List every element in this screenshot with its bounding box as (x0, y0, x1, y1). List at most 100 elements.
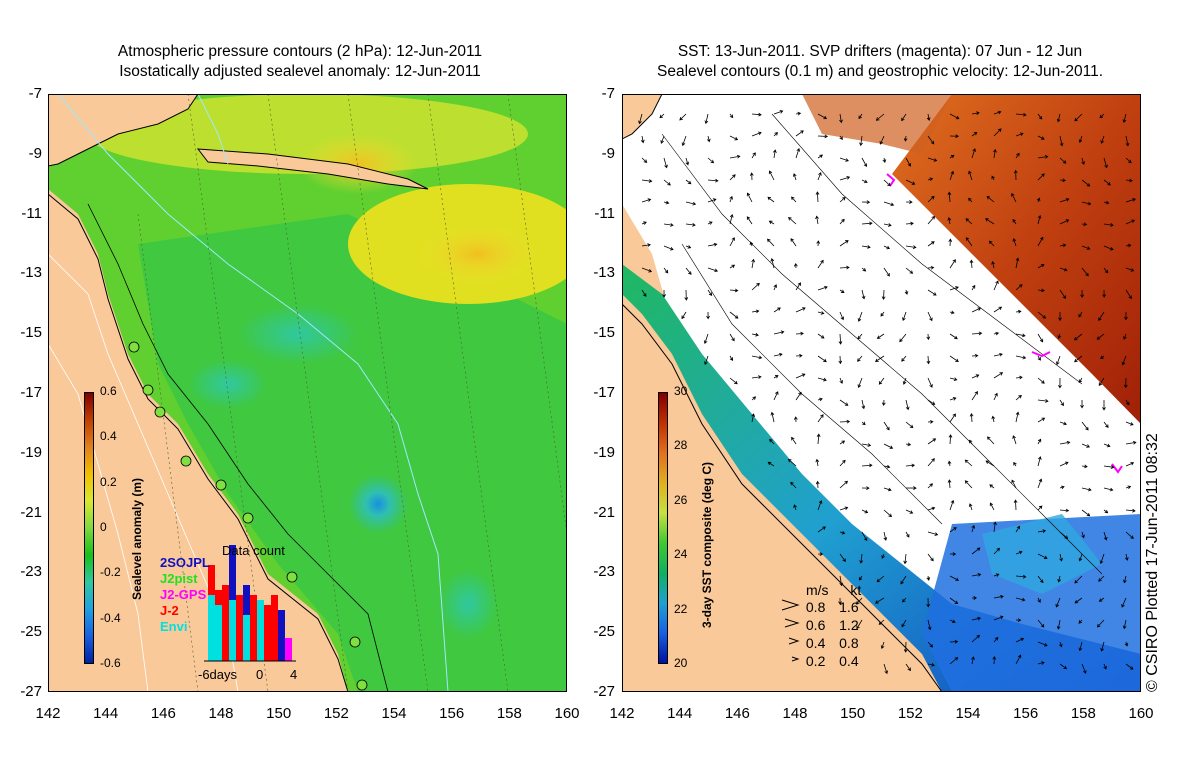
velocity-arrow (729, 213, 734, 225)
velocity-arrow (949, 657, 959, 665)
velocity-arrow (795, 307, 806, 313)
copyright-notice: © CSIRO Plotted 17-Jun-2011 08:32 (1144, 433, 1161, 692)
velocity-arrow (1059, 157, 1067, 164)
velocity-arrow (875, 113, 885, 121)
velocity-arrow (905, 221, 914, 226)
velocity-arrow (1123, 333, 1127, 340)
velocity-arrow (707, 157, 715, 164)
legend-j2: J-2 (160, 603, 179, 618)
velocity-arrow (1057, 333, 1062, 339)
velocity-arrow (969, 259, 974, 269)
velocity-arrow (817, 526, 826, 533)
velocity-arrow (1056, 113, 1061, 123)
velocity-arrow (883, 421, 890, 431)
velocity-arrow (839, 265, 850, 270)
velocity-arrow (969, 412, 974, 423)
right-map-title: SST: 13-Jun-2011. SVP drifters (magenta)… (600, 42, 1160, 82)
velocity-arrow (1103, 509, 1109, 514)
velocity-arrow (1059, 421, 1067, 426)
sst-map: m/s kt 0.8 1.6 0.6 1.2 0.4 0.8 0.2 0.4 (622, 94, 1141, 692)
velocity-arrow (773, 330, 785, 335)
velocity-arrow (773, 132, 778, 137)
velocity-arrow (1081, 443, 1091, 448)
velocity-arrow (1099, 113, 1105, 119)
velocity-arrow (770, 258, 775, 269)
sealevel-colorbar-tick: -0.6 (100, 656, 121, 670)
tide-gauge (154, 406, 166, 418)
velocity-arrow (663, 179, 671, 186)
velocity-arrow (685, 222, 696, 227)
velocity-arrow (1078, 135, 1083, 143)
velocity-arrow (1012, 238, 1017, 247)
velocity-arrow (839, 175, 851, 181)
velocity-arrow (1015, 525, 1021, 533)
legend-2sojpl: 2SOJPL (160, 555, 210, 570)
velocity-arrow (817, 397, 823, 402)
velocity-legend: m/s kt 0.8 1.6 0.6 1.2 0.4 0.8 0.2 0.4 (780, 582, 870, 674)
velocity-arrow (926, 333, 931, 341)
velocity-arrow (839, 440, 846, 445)
velocity-arrow (968, 197, 973, 203)
velocity-arrow (641, 243, 651, 247)
velocity-arrow (839, 113, 843, 124)
velocity-arrow (905, 157, 911, 167)
left-x-tick-label: 154 (381, 705, 407, 722)
velocity-arrow (793, 504, 797, 511)
legend-j2pist: J2pist (160, 571, 198, 586)
velocity-arrow (839, 240, 849, 247)
velocity-arrow (856, 619, 863, 630)
velocity-arrow (949, 333, 958, 340)
low-anomaly-eddy-2 (438, 569, 498, 639)
velocity-arrow (839, 399, 849, 406)
velocity-arrow (927, 438, 937, 445)
velocity-arrow (1015, 550, 1023, 555)
velocity-arrow (927, 553, 934, 562)
velocity-arrow (861, 486, 870, 490)
velocity-arrow (927, 195, 935, 203)
velocity-arrow (817, 134, 829, 139)
velocity-arrow (1037, 619, 1045, 628)
tide-gauges (128, 341, 368, 691)
histogram-bar (208, 595, 215, 661)
velocity-arrow (1098, 575, 1105, 582)
velocity-arrow (905, 531, 910, 538)
right-y-tick-label: -25 (593, 623, 615, 641)
velocity-arrow (1059, 485, 1065, 490)
velocity-arrow (883, 509, 893, 518)
high-anomaly-patch-3 (418, 224, 538, 284)
sealevel-contours (661, 113, 1103, 575)
velocity-arrow (881, 553, 885, 559)
velocity-arrow (905, 179, 916, 185)
velocity-arrow (791, 196, 797, 203)
velocity-arrow (901, 619, 907, 628)
velocity-arrow (1037, 575, 1044, 584)
velocity-arrow (883, 531, 888, 541)
histogram-bar (271, 595, 278, 661)
velocity-arrow (703, 333, 709, 345)
velocity-arrow (1037, 135, 1045, 140)
velocity-arrow (1103, 223, 1114, 227)
velocity-arrow (1059, 267, 1068, 272)
velocity-arrow (926, 575, 931, 581)
velocity-arrow (1081, 222, 1088, 227)
velocity-arrow (1078, 377, 1083, 384)
velocity-arrow (875, 355, 885, 362)
velocity-arrow (859, 135, 863, 147)
velocity-arrow (949, 377, 958, 381)
velocity-arrow (927, 241, 935, 247)
velocity-arrow (751, 355, 763, 360)
velocity-arrow (1103, 487, 1114, 492)
right-y-tick-label: -17 (593, 384, 615, 401)
sst-colorbar-tick: 22 (674, 601, 688, 616)
velocity-arrow (815, 458, 820, 467)
velocity-arrow (971, 634, 981, 643)
velocity-arrow (685, 245, 692, 249)
velocity-arrow (638, 113, 643, 125)
left-x-tick-label: 144 (93, 705, 119, 722)
velocity-arrow (949, 397, 957, 401)
left-x-tick-label: 156 (439, 705, 465, 722)
velocity-arrow (971, 307, 982, 313)
velocity-arrow (1078, 311, 1083, 318)
tide-gauge (356, 679, 368, 691)
velocity-arrow (1015, 257, 1020, 269)
